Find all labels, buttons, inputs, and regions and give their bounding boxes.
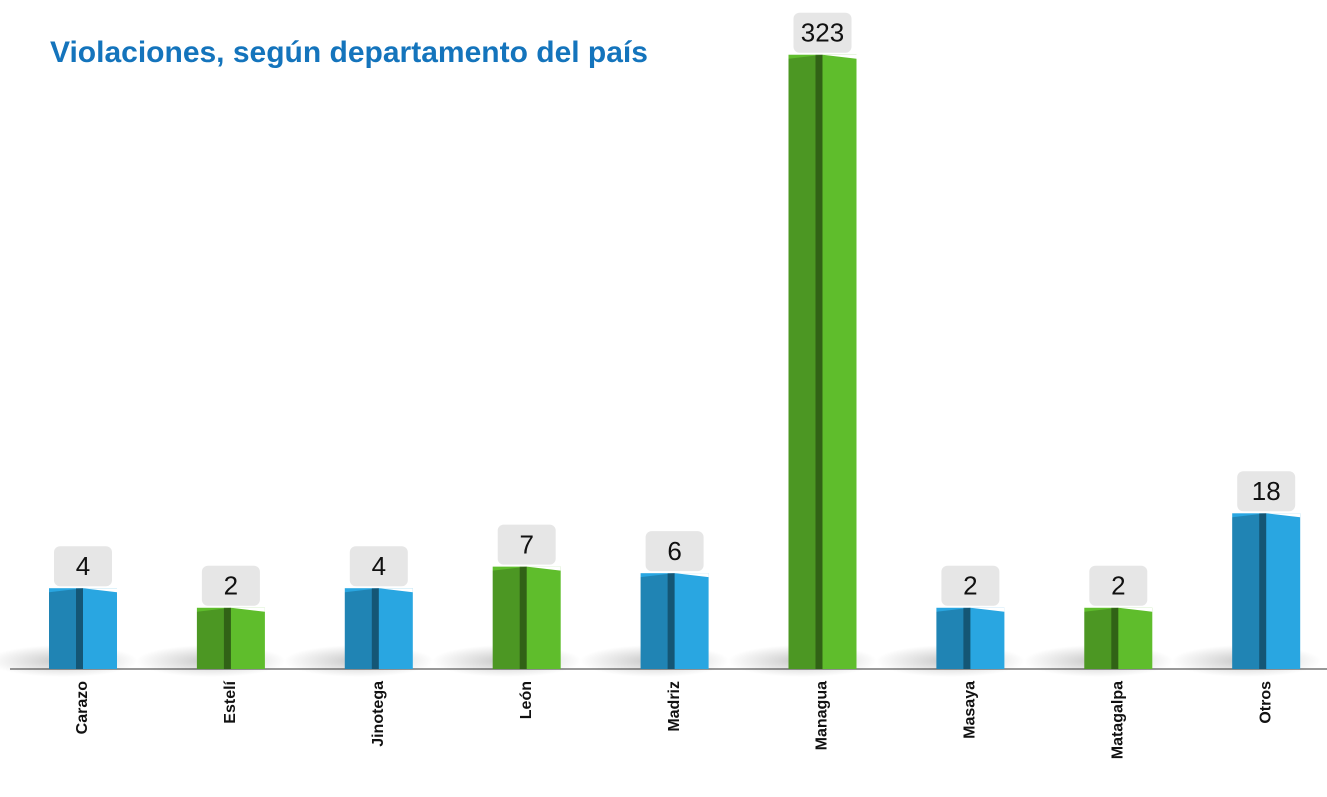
x-tick-label: Matagalpa xyxy=(1110,681,1127,759)
bar-group xyxy=(344,588,413,669)
bar-face-left xyxy=(1232,513,1267,669)
bar-group xyxy=(788,54,857,669)
bar-face-left xyxy=(640,573,675,669)
bar-group xyxy=(936,607,1005,669)
value-box xyxy=(1089,565,1148,606)
value-label: 18 xyxy=(1252,476,1281,506)
value-box xyxy=(1237,471,1296,512)
bar-top-right xyxy=(230,607,265,612)
bar-top-right xyxy=(822,54,857,59)
bar xyxy=(1232,513,1301,669)
bar-edge xyxy=(815,54,823,669)
bar xyxy=(640,573,709,669)
x-tick-label: Estelí xyxy=(222,680,239,723)
bar-group xyxy=(640,573,709,669)
bar-group xyxy=(1232,513,1301,669)
bar-top-right xyxy=(970,607,1005,612)
bar-top-right xyxy=(378,588,413,593)
value-box xyxy=(497,524,556,565)
bar xyxy=(196,607,265,669)
value-label: 2 xyxy=(224,571,238,601)
value-label: 6 xyxy=(667,536,681,566)
value-label: 2 xyxy=(1111,571,1125,601)
bar-face-left xyxy=(49,588,83,669)
bar-face-left xyxy=(196,607,231,669)
bar-edge xyxy=(223,607,231,669)
x-tick-label: Carazo xyxy=(74,681,91,735)
bar-group xyxy=(1084,607,1153,669)
bar xyxy=(788,54,857,669)
bar-edge xyxy=(76,588,83,669)
value-box xyxy=(793,12,852,53)
x-tick-label: León xyxy=(518,681,535,719)
bar-edge xyxy=(667,573,675,669)
bar-face-left xyxy=(788,54,823,669)
x-tick-label: Madriz xyxy=(666,681,683,732)
value-box xyxy=(941,565,1000,606)
value-label: 4 xyxy=(76,551,90,581)
value-label: 4 xyxy=(372,551,386,581)
value-label: 323 xyxy=(801,18,844,48)
bar xyxy=(1084,607,1153,669)
bar xyxy=(49,588,117,669)
bar-edge xyxy=(963,607,971,669)
chart-title: Violaciones, según departamento del país xyxy=(50,36,648,69)
bar-edge xyxy=(1111,607,1119,669)
value-label: 2 xyxy=(963,571,977,601)
value-box xyxy=(645,531,704,572)
bar xyxy=(936,607,1005,669)
x-tick-label: Managua xyxy=(814,681,831,750)
value-box xyxy=(54,546,112,587)
bar-face-left xyxy=(344,588,379,669)
value-box xyxy=(349,546,408,587)
bar-group xyxy=(196,607,265,669)
bar-face-left xyxy=(1084,607,1119,669)
bar-edge xyxy=(519,566,527,669)
bar-top-right xyxy=(1266,513,1301,518)
bar-edge xyxy=(1259,513,1267,669)
value-box xyxy=(201,565,260,606)
bar-face-left xyxy=(936,607,971,669)
x-tick-label: Masaya xyxy=(962,681,979,739)
bar-edge xyxy=(371,588,379,669)
bar-top-right xyxy=(526,566,561,571)
x-tick-label: Jinotega xyxy=(370,681,387,747)
value-label: 7 xyxy=(519,530,533,560)
x-tick-label: Otros xyxy=(1257,681,1274,724)
bar-top-right xyxy=(674,573,709,578)
bar xyxy=(492,566,561,669)
bar-group xyxy=(49,588,117,669)
bar-top-right xyxy=(83,588,117,593)
bar-group xyxy=(492,566,561,669)
bar xyxy=(344,588,413,669)
bar-face-left xyxy=(492,566,527,669)
bar-top-right xyxy=(1118,607,1153,612)
